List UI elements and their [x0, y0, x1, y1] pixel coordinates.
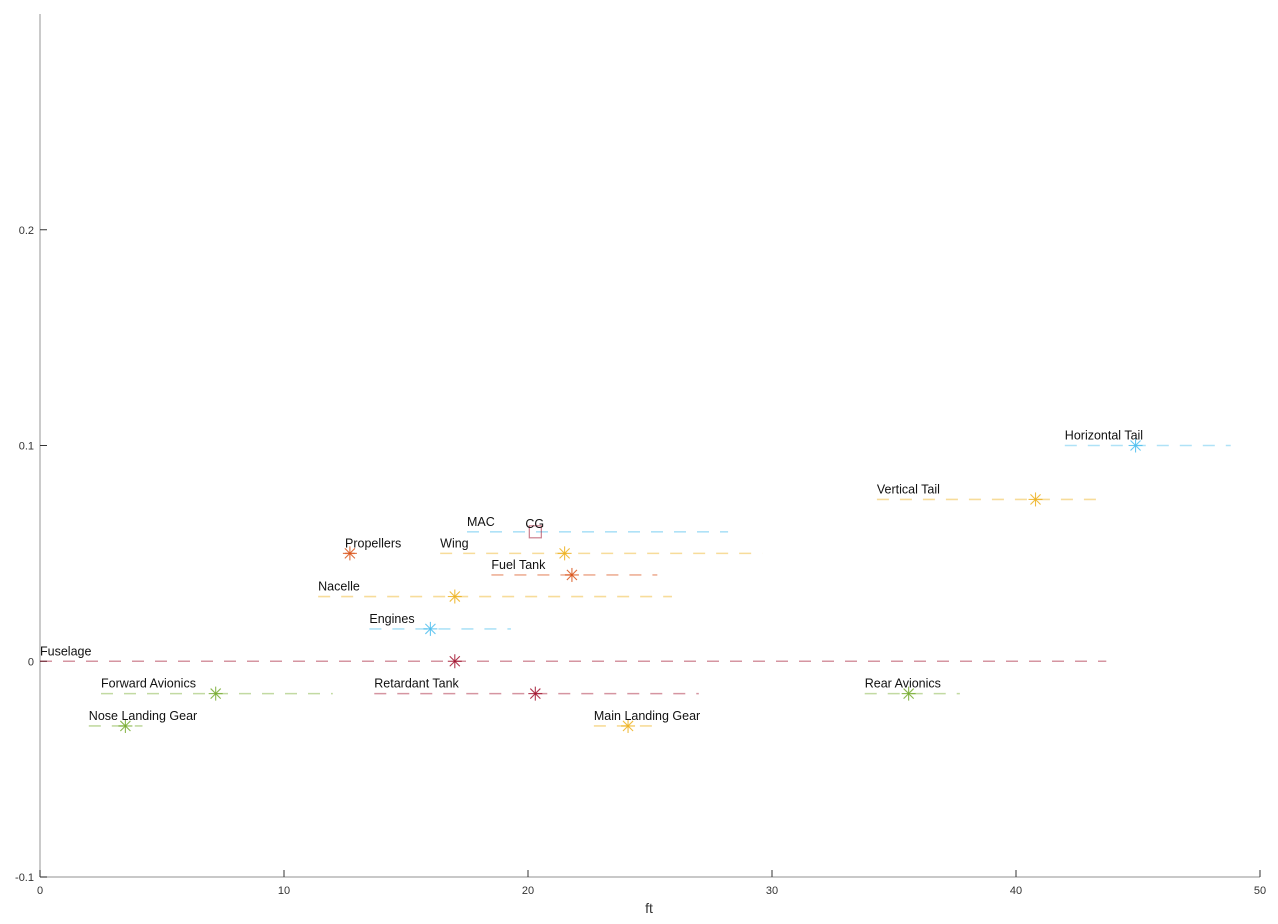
cg-marker-stroke: [566, 569, 578, 581]
x-tick-label: 50: [1254, 885, 1266, 897]
cg-marker: [447, 654, 462, 669]
cg-marker-stroke: [119, 720, 131, 732]
component-label: Nose Landing Gear: [89, 709, 197, 723]
y-tick-label: 0.2: [19, 225, 34, 237]
overall-cg-label: CG: [525, 517, 544, 531]
component-label: MAC: [467, 515, 495, 529]
overall-cg-marker: [528, 525, 542, 539]
cg-marker: [342, 546, 357, 561]
cg-marker-stroke: [529, 688, 541, 700]
component-label: Wing: [440, 536, 469, 550]
cg-marker: [118, 718, 133, 733]
cg-marker-stroke: [210, 688, 222, 700]
y-tick-label: -0.1: [15, 872, 34, 884]
x-tick-label: 0: [37, 885, 43, 897]
cg-marker: [1028, 492, 1043, 507]
component-label: Main Landing Gear: [594, 709, 700, 723]
cg-marker: [423, 621, 438, 636]
cg-marker: [901, 686, 916, 701]
component-label: Horizontal Tail: [1065, 429, 1143, 443]
cg-marker-stroke: [1130, 440, 1141, 451]
y-tick-label: 0.1: [19, 441, 34, 453]
component-label: Forward Avionics: [101, 677, 196, 691]
x-tick-label: 20: [522, 885, 534, 897]
cg-marker-stroke: [449, 655, 461, 667]
cg-marker: [564, 567, 579, 582]
component-labels: Horizontal Tail Vertical Tail MAC Propeller…: [40, 429, 1143, 723]
cg-marker-stroke: [559, 547, 571, 559]
component-label: Propellers: [345, 536, 401, 550]
axes: 0 10 20 30 40 50-0.100.10.2: [15, 14, 1266, 897]
component-label: Retardant Tank: [374, 677, 459, 691]
component-label: Fuselage: [40, 644, 91, 658]
cg-marker-stroke: [622, 720, 634, 732]
cg-marker: [621, 718, 636, 733]
x-axis-label: ft: [645, 900, 653, 916]
y-tick-label: 0: [28, 656, 34, 668]
cg-marker-stroke: [344, 547, 356, 559]
cg-marker: [528, 686, 543, 701]
x-tick-label: 40: [1010, 885, 1022, 897]
component-label: Engines: [369, 612, 414, 626]
cg-marker-stroke: [903, 688, 915, 700]
cg-marker-stroke: [449, 591, 461, 602]
cg-marker: [557, 546, 572, 561]
cg-marker: [1128, 438, 1143, 453]
cg-marker-stroke: [424, 623, 436, 635]
cg-marker: [447, 589, 462, 604]
component-label: Nacelle: [318, 580, 360, 594]
x-tick-label: 10: [278, 885, 290, 897]
component-label: Rear Avionics: [865, 677, 941, 691]
component-series: [40, 438, 1231, 733]
cg-marker: [208, 686, 223, 701]
component-label: Vertical Tail: [877, 482, 940, 496]
component-label: Fuel Tank: [491, 558, 546, 572]
x-tick-label: 30: [766, 885, 778, 897]
cg-marker-stroke: [1030, 494, 1041, 505]
